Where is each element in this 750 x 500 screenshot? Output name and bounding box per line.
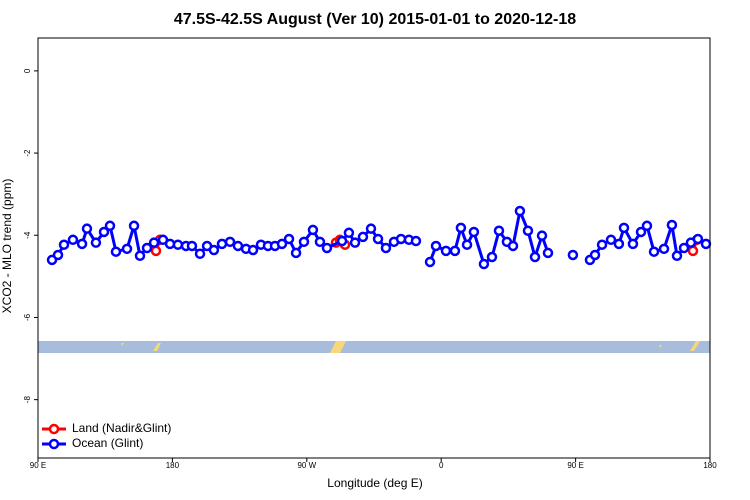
x-tick-label: 90 W xyxy=(297,461,316,470)
data-point xyxy=(58,239,70,250)
y-tick-label: -4 xyxy=(23,231,32,239)
data-point xyxy=(700,238,712,250)
legend-marker xyxy=(48,438,60,450)
data-point xyxy=(90,237,102,248)
data-point xyxy=(596,239,608,250)
data-point xyxy=(635,226,647,238)
data-point xyxy=(172,239,184,250)
data-point xyxy=(208,244,220,256)
data-point xyxy=(618,222,630,234)
data-point xyxy=(678,242,690,254)
data-point xyxy=(307,224,319,236)
x-tick-label: 0 xyxy=(439,461,444,470)
data-point xyxy=(468,226,480,238)
data-point xyxy=(148,237,160,248)
data-point xyxy=(110,246,122,257)
data-point xyxy=(98,226,110,238)
y-tick-label: -8 xyxy=(23,396,32,404)
data-point xyxy=(372,233,384,245)
y-tick-label: -6 xyxy=(23,313,32,321)
data-point xyxy=(449,245,461,257)
data-point xyxy=(424,256,436,268)
x-tick-label: 90 E xyxy=(567,461,583,470)
data-point xyxy=(365,223,377,234)
data-point xyxy=(658,243,670,255)
plot-area xyxy=(46,205,712,270)
data-point xyxy=(247,244,259,256)
data-point xyxy=(283,233,295,245)
data-point xyxy=(150,245,162,257)
chart-title: 47.5S-42.5S August (Ver 10) 2015-01-01 t… xyxy=(174,11,576,28)
legend-label: Land (Nadir&Glint) xyxy=(72,421,171,435)
data-point xyxy=(641,220,653,232)
data-point xyxy=(455,222,467,234)
data-point xyxy=(567,249,579,261)
data-point xyxy=(81,223,93,234)
data-point xyxy=(486,251,498,263)
data-point xyxy=(605,234,617,246)
data-point xyxy=(67,234,79,246)
data-point xyxy=(349,237,361,248)
data-point xyxy=(128,220,140,232)
data-point xyxy=(194,248,206,260)
x-tick-label: 180 xyxy=(166,461,180,470)
data-point xyxy=(216,238,228,250)
data-point xyxy=(380,242,392,254)
data-point xyxy=(522,225,534,236)
data-point xyxy=(507,240,519,252)
data-point xyxy=(224,236,236,248)
data-point xyxy=(671,250,683,262)
data-point xyxy=(648,246,660,257)
data-point xyxy=(357,231,369,243)
data-point xyxy=(314,236,326,248)
data-point xyxy=(613,238,625,250)
data-point xyxy=(298,236,310,248)
data-point xyxy=(529,251,541,263)
data-point xyxy=(52,249,64,261)
data-point xyxy=(542,247,554,259)
data-point xyxy=(76,238,88,250)
data-point xyxy=(321,242,333,254)
data-point xyxy=(627,238,639,250)
legend-marker xyxy=(48,423,60,435)
data-point xyxy=(410,235,422,247)
data-point xyxy=(186,240,198,252)
data-point xyxy=(440,245,452,257)
data-point xyxy=(141,242,153,254)
legend-label: Ocean (Glint) xyxy=(72,436,143,450)
y-tick-label: 0 xyxy=(23,68,32,73)
data-point xyxy=(536,230,548,241)
x-axis-label: Longitude (deg E) xyxy=(327,476,422,490)
data-point xyxy=(430,240,442,252)
data-point xyxy=(134,250,146,262)
y-axis-label: XCO2 - MLO trend (ppm) xyxy=(0,179,14,314)
data-point xyxy=(692,233,704,245)
data-point xyxy=(343,227,355,239)
data-point xyxy=(121,243,133,255)
x-tick-label: 90 E xyxy=(30,461,46,470)
data-point xyxy=(232,240,244,252)
data-point xyxy=(687,245,699,257)
data-point xyxy=(666,219,678,231)
data-point xyxy=(514,205,526,217)
plot-frame xyxy=(37,37,711,459)
data-point xyxy=(336,235,348,247)
data-point xyxy=(589,249,601,261)
data-point xyxy=(478,258,490,270)
data-point xyxy=(461,239,473,250)
data-point xyxy=(290,247,302,259)
data-point xyxy=(104,220,116,232)
data-point xyxy=(493,225,505,236)
y-tick-label: -2 xyxy=(23,149,32,157)
land-map-strip xyxy=(38,341,710,353)
x-tick-label: 180 xyxy=(703,461,717,470)
data-point xyxy=(276,238,288,250)
